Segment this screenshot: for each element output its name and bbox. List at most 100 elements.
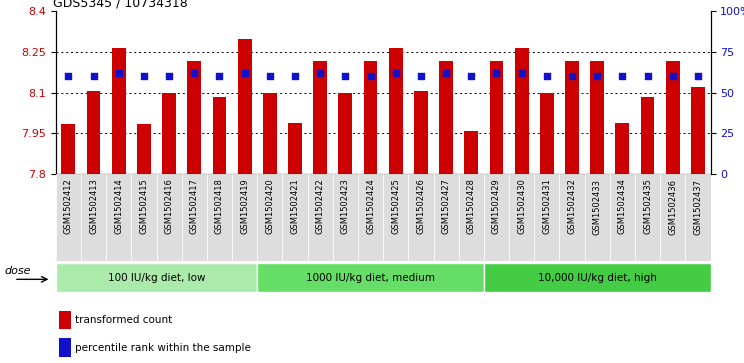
Bar bbox=[565, 61, 579, 174]
Bar bbox=[156, 174, 182, 261]
Text: GSM1502435: GSM1502435 bbox=[643, 179, 652, 234]
Text: GSM1502419: GSM1502419 bbox=[240, 179, 249, 234]
Point bbox=[692, 73, 704, 79]
Bar bbox=[615, 122, 629, 174]
Bar bbox=[685, 174, 711, 261]
Point bbox=[541, 73, 553, 79]
Bar bbox=[515, 48, 528, 174]
Bar bbox=[358, 174, 383, 261]
Text: GSM1502431: GSM1502431 bbox=[542, 179, 551, 234]
Text: GSM1502412: GSM1502412 bbox=[64, 179, 73, 234]
Bar bbox=[490, 61, 504, 174]
Point bbox=[113, 70, 125, 76]
Bar bbox=[660, 174, 685, 261]
Point bbox=[163, 73, 175, 79]
Bar bbox=[81, 174, 106, 261]
Bar bbox=[59, 310, 71, 329]
Point bbox=[314, 70, 326, 76]
Bar bbox=[86, 91, 100, 174]
Text: GSM1502421: GSM1502421 bbox=[290, 179, 300, 234]
Text: GSM1502423: GSM1502423 bbox=[341, 179, 350, 234]
Text: GSM1502415: GSM1502415 bbox=[139, 179, 149, 234]
Bar bbox=[666, 61, 680, 174]
Text: 10,000 IU/kg diet, high: 10,000 IU/kg diet, high bbox=[538, 273, 657, 283]
Bar bbox=[257, 174, 283, 261]
Bar bbox=[364, 61, 377, 174]
Text: 100 IU/kg diet, low: 100 IU/kg diet, low bbox=[108, 273, 205, 283]
Bar bbox=[389, 48, 403, 174]
Bar bbox=[132, 174, 156, 261]
Bar bbox=[408, 174, 434, 261]
Text: GSM1502433: GSM1502433 bbox=[593, 179, 602, 234]
Bar bbox=[112, 48, 126, 174]
Text: GSM1502424: GSM1502424 bbox=[366, 179, 375, 234]
Point bbox=[440, 70, 452, 76]
Bar bbox=[484, 174, 509, 261]
Bar bbox=[691, 87, 705, 174]
Bar bbox=[62, 124, 75, 174]
Bar bbox=[434, 174, 459, 261]
Bar bbox=[534, 174, 559, 261]
Bar bbox=[439, 61, 453, 174]
Bar bbox=[162, 93, 176, 174]
Text: GSM1502413: GSM1502413 bbox=[89, 179, 98, 234]
Bar bbox=[635, 174, 660, 261]
Text: transformed count: transformed count bbox=[75, 315, 173, 325]
Text: GSM1502428: GSM1502428 bbox=[466, 179, 476, 234]
Text: GSM1502417: GSM1502417 bbox=[190, 179, 199, 234]
Bar bbox=[307, 174, 333, 261]
Point bbox=[566, 73, 578, 79]
Text: GSM1502434: GSM1502434 bbox=[618, 179, 627, 234]
Bar bbox=[56, 263, 257, 293]
Text: GSM1502416: GSM1502416 bbox=[164, 179, 173, 234]
Text: GSM1502430: GSM1502430 bbox=[517, 179, 526, 234]
Bar bbox=[383, 174, 408, 261]
Point bbox=[264, 73, 276, 79]
Point bbox=[214, 73, 225, 79]
Text: GSM1502437: GSM1502437 bbox=[693, 179, 702, 234]
Bar bbox=[459, 174, 484, 261]
Bar bbox=[540, 93, 554, 174]
Point bbox=[641, 73, 653, 79]
Text: GSM1502418: GSM1502418 bbox=[215, 179, 224, 234]
Bar bbox=[137, 124, 151, 174]
Bar bbox=[484, 263, 711, 293]
Bar bbox=[313, 61, 327, 174]
Point bbox=[88, 73, 100, 79]
Point bbox=[239, 70, 251, 76]
Bar bbox=[590, 61, 604, 174]
Bar bbox=[106, 174, 132, 261]
Point bbox=[415, 73, 427, 79]
Point bbox=[138, 73, 150, 79]
Point bbox=[465, 73, 477, 79]
Bar bbox=[610, 174, 635, 261]
Point bbox=[390, 70, 402, 76]
Text: GSM1502432: GSM1502432 bbox=[568, 179, 577, 234]
Text: percentile rank within the sample: percentile rank within the sample bbox=[75, 343, 251, 352]
Bar bbox=[559, 174, 585, 261]
Text: 1000 IU/kg diet, medium: 1000 IU/kg diet, medium bbox=[306, 273, 435, 283]
Bar bbox=[288, 122, 302, 174]
Bar bbox=[464, 131, 478, 174]
Bar bbox=[182, 174, 207, 261]
Bar bbox=[641, 97, 655, 174]
Bar bbox=[187, 61, 201, 174]
Bar bbox=[509, 174, 534, 261]
Point bbox=[617, 73, 629, 79]
Text: GSM1502422: GSM1502422 bbox=[315, 179, 324, 234]
Bar bbox=[414, 91, 428, 174]
Text: GSM1502426: GSM1502426 bbox=[417, 179, 426, 234]
Point bbox=[339, 73, 351, 79]
Bar bbox=[232, 174, 257, 261]
Point bbox=[591, 73, 603, 79]
Bar bbox=[59, 338, 71, 357]
Point bbox=[516, 70, 527, 76]
Text: GSM1502420: GSM1502420 bbox=[266, 179, 275, 234]
Bar bbox=[333, 174, 358, 261]
Point bbox=[365, 73, 376, 79]
Point bbox=[667, 73, 679, 79]
Text: GDS5345 / 10734318: GDS5345 / 10734318 bbox=[53, 0, 187, 10]
Bar bbox=[339, 93, 353, 174]
Bar bbox=[257, 263, 484, 293]
Bar bbox=[238, 40, 251, 174]
